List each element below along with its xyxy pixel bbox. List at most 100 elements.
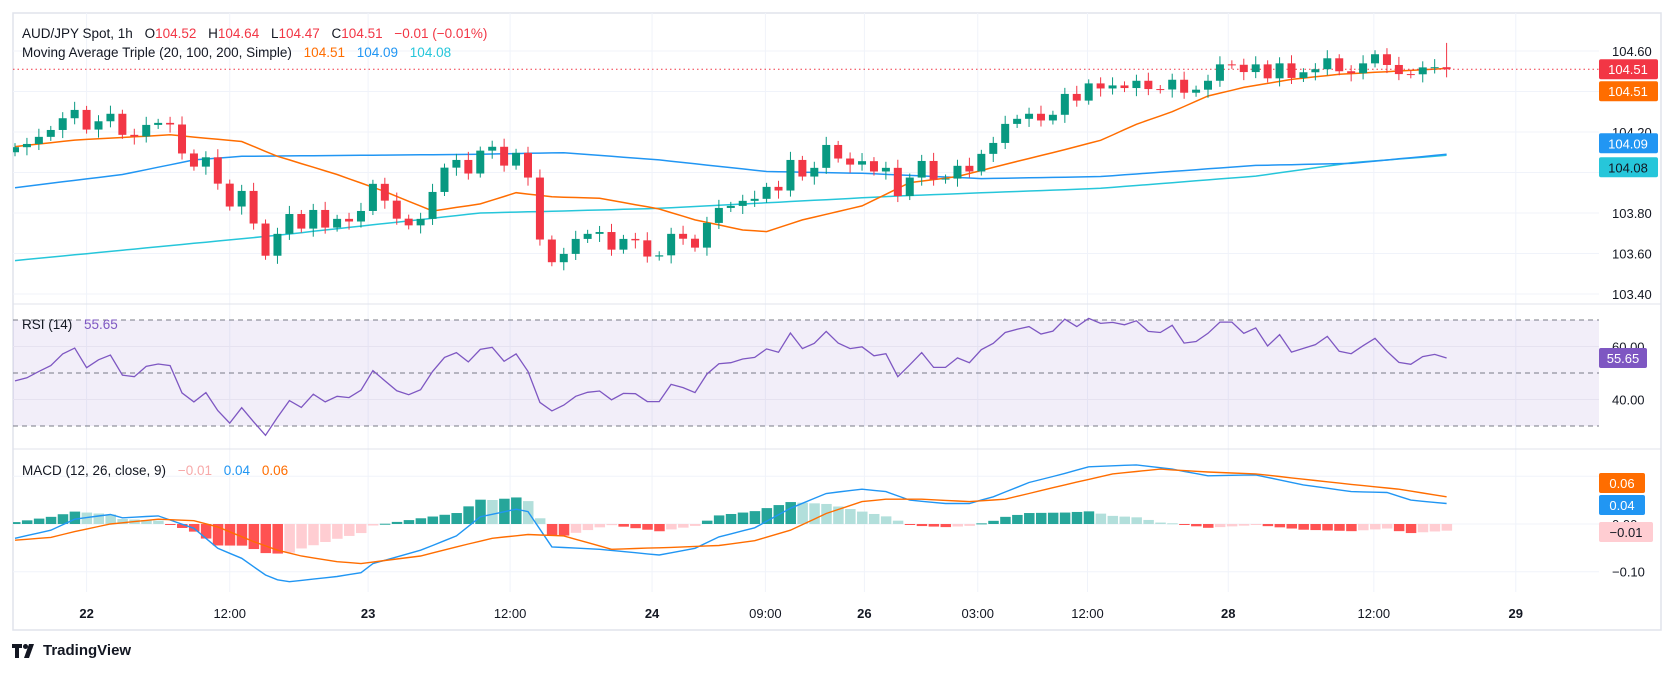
candle-body (726, 205, 735, 208)
candle-body (631, 238, 640, 241)
candle (1132, 74, 1141, 97)
candle (1263, 60, 1272, 83)
candle (46, 125, 55, 141)
candle (58, 112, 67, 139)
rsi-legend-label[interactable]: RSI (14) (22, 317, 73, 332)
price-pane (13, 42, 1599, 271)
candle (869, 157, 878, 176)
macd-histogram-bar (845, 509, 856, 524)
candle (440, 163, 449, 196)
candle (1025, 107, 1034, 127)
macd-histogram-bar (1131, 517, 1142, 524)
candle (750, 190, 759, 207)
macd-histogram-bar (355, 524, 367, 534)
candle (941, 174, 950, 184)
candle-body (178, 124, 187, 154)
candle-body (1120, 85, 1129, 89)
candle-body (834, 144, 843, 159)
candle-body (559, 253, 568, 263)
macd-histogram-bar (916, 524, 928, 527)
macd-histogram-bar (880, 516, 892, 524)
candle (392, 192, 401, 225)
symbol-legend: AUD/JPY Spot, 1h O104.52 H104.64 L104.47… (22, 26, 487, 41)
macd-histogram-bar (33, 518, 45, 524)
macd-histogram-bar (93, 513, 105, 524)
candle-body (1239, 64, 1248, 73)
candle-body (1287, 63, 1296, 78)
candle (142, 116, 151, 143)
rsi-legend: RSI (14) 55.65 (22, 317, 118, 332)
candle-body (142, 124, 151, 137)
price-axis-label: 103.40 (1612, 287, 1652, 302)
candle (1048, 110, 1057, 125)
macd-histogram-bar (1203, 524, 1214, 528)
candle-body (404, 218, 413, 226)
price-badge-label: 104.51 (1608, 62, 1648, 77)
candle-body (762, 186, 771, 199)
price-axis-label: 103.80 (1612, 206, 1652, 221)
price-change: −0.01 (−0.01%) (394, 26, 488, 41)
ohlc-low: 104.47 (278, 26, 320, 41)
macd-histogram-bar (1274, 524, 1286, 528)
macd-histogram-bar (1441, 524, 1453, 531)
candle (1144, 72, 1153, 96)
candle-body (285, 214, 294, 234)
macd-histogram-bar (236, 524, 248, 546)
candle (1180, 71, 1189, 99)
macd-histogram-bar (630, 524, 641, 529)
macd-histogram-bar (320, 524, 331, 543)
macd-histogram-bar (868, 513, 880, 524)
candle-body (333, 218, 342, 228)
candle (655, 251, 664, 261)
rsi-axis-label: 40.00 (1612, 393, 1645, 408)
candle (512, 148, 521, 170)
candle (798, 155, 807, 181)
candle-body (22, 143, 31, 148)
candle-body (1418, 67, 1427, 75)
candle (1156, 85, 1165, 94)
candle (285, 205, 294, 240)
candle-body (786, 159, 795, 191)
macd-histogram-bar (1346, 524, 1357, 532)
candle (1430, 59, 1439, 74)
macd-histogram-bar (1047, 512, 1059, 524)
candle-body (1215, 64, 1224, 81)
candle (1418, 61, 1427, 83)
candle (476, 146, 485, 178)
candle (786, 151, 795, 197)
symbol-title[interactable]: AUD/JPY Spot, 1h (22, 26, 133, 41)
candle (500, 138, 509, 172)
time-axis-label: 12:00 (494, 606, 527, 621)
macd-histogram-bar (1191, 524, 1202, 527)
candle (1311, 63, 1320, 81)
candle-body (297, 214, 306, 229)
macd-histogram-bar (308, 524, 319, 546)
candle-body (488, 146, 497, 151)
time-axis-label: 23 (361, 606, 375, 621)
tradingview-logo[interactable]: TradingView (12, 642, 131, 659)
candle-body (1251, 64, 1260, 73)
macd-histogram-bar (1071, 511, 1083, 524)
ma-legend-label[interactable]: Moving Average Triple (20, 100, 200, Sim… (22, 45, 292, 60)
candle (213, 149, 222, 190)
time-axis-label: 26 (857, 606, 871, 621)
macd-histogram-bar (332, 524, 343, 539)
candle (130, 128, 139, 145)
macd-hist-value: −0.01 (177, 463, 212, 478)
macd-histogram-bar (1167, 523, 1178, 525)
candle-body (46, 129, 55, 137)
macd-legend-label[interactable]: MACD (12, 26, close, 9) (22, 463, 167, 478)
ohlc-close: 104.51 (341, 26, 383, 41)
candle (1204, 74, 1212, 98)
candle (297, 209, 306, 233)
candle-body (476, 150, 485, 174)
candle-body (1156, 89, 1165, 91)
macd-histogram-bar (1107, 515, 1119, 524)
ohlc-low-key: L (270, 26, 279, 41)
price-badge (1599, 59, 1658, 80)
macd-badge-label: 0.04 (1609, 498, 1634, 513)
candle-body (428, 191, 437, 219)
macd-histogram-bar (785, 502, 796, 524)
candle (631, 232, 640, 249)
